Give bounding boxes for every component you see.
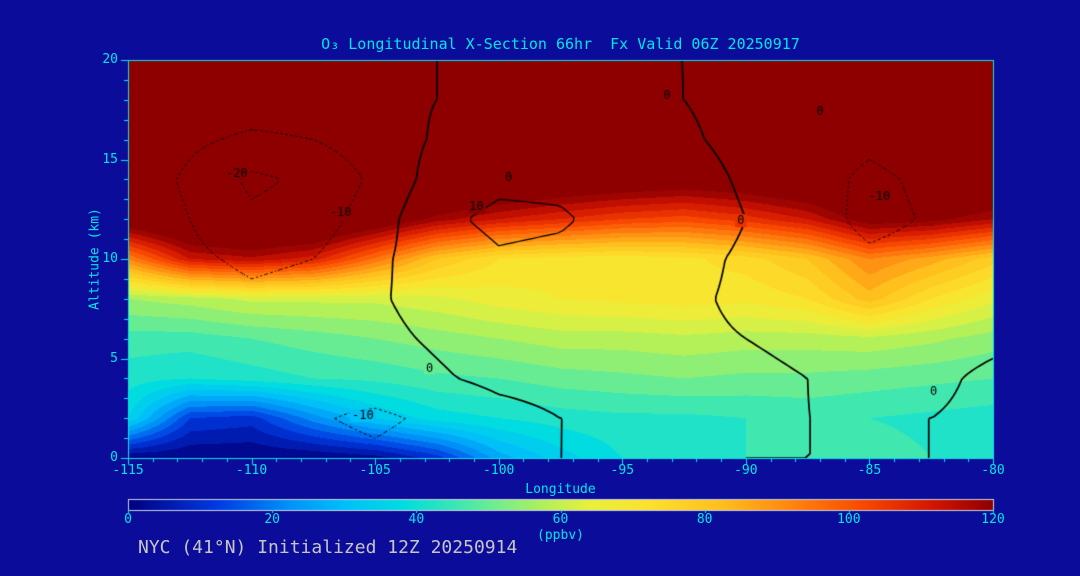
x-tick-label: -115: [112, 463, 144, 478]
x-tick-label: -110: [235, 463, 268, 478]
y-tick-label: 15: [102, 151, 118, 167]
x-tick-label: -90: [734, 463, 758, 478]
plot-title: O₃ Longitudinal X-Section 66hr Fx Valid …: [321, 35, 800, 53]
y-tick-label: 0: [110, 450, 118, 465]
x-axis-label: Longitude: [525, 482, 596, 497]
colorbar-tick-label: 80: [696, 512, 713, 527]
colorbar-tick-label: 100: [837, 512, 861, 527]
y-tick-label: 5: [110, 350, 118, 366]
x-tick-label: -80: [981, 463, 1005, 478]
run-info-footer: NYC (41°N) Initialized 12Z 20250914: [138, 537, 518, 558]
x-tick-label: -105: [359, 463, 391, 478]
colorbar-tick-label: 0: [124, 512, 132, 527]
colorbar-tick-label: 120: [981, 512, 1005, 527]
y-tick-label: 20: [102, 52, 118, 67]
colorbar-label: (ppbv): [537, 528, 584, 543]
y-tick-label: 10: [102, 251, 118, 266]
colorbar-tick-label: 40: [408, 512, 425, 527]
colorbar-tick-label: 60: [552, 512, 569, 527]
x-tick-label: -85: [857, 463, 882, 478]
x-tick-label: -100: [483, 463, 515, 478]
colorbar-tick-label: 20: [264, 512, 280, 527]
x-tick-label: -95: [610, 463, 635, 478]
